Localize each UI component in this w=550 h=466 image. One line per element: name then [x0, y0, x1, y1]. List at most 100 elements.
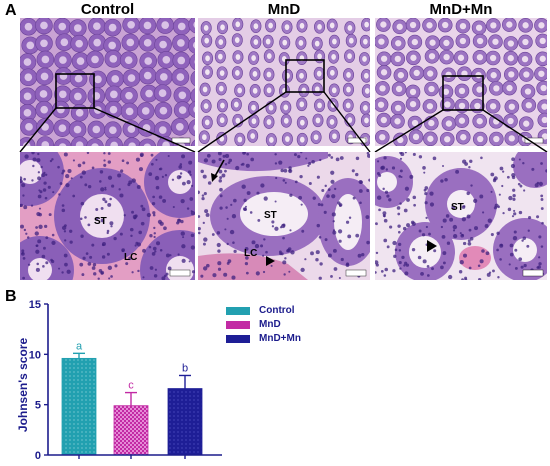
tubule-lumen [268, 104, 274, 111]
cell-nucleus [288, 270, 291, 273]
tubule-lumen [57, 105, 65, 114]
cell-nucleus [121, 249, 125, 253]
cell-nucleus [466, 191, 470, 196]
tubule-lumen [59, 56, 67, 64]
cell-nucleus [399, 267, 402, 270]
cell-nucleus [366, 152, 370, 155]
label-seminiferous-tubule: ST [264, 210, 277, 221]
cell-nucleus [404, 152, 407, 154]
tubule-lumen [409, 100, 417, 108]
cell-nucleus [150, 162, 154, 166]
cell-nucleus [263, 196, 268, 201]
tubule-lumen [346, 71, 351, 78]
tubule-lumen [444, 101, 451, 108]
cell-nucleus [38, 189, 41, 192]
cell-nucleus [279, 226, 283, 229]
tubule-lumen [443, 39, 450, 47]
cell-nucleus [412, 152, 416, 156]
tubule-lumen [58, 22, 67, 31]
cell-nucleus [107, 160, 112, 164]
tubule-lumen [477, 135, 484, 143]
tubule-lumen [158, 89, 167, 97]
tubule-lumen [538, 70, 545, 77]
cell-nucleus [186, 207, 190, 210]
cell-nucleus [398, 175, 402, 178]
cell-nucleus [47, 185, 51, 189]
cell-nucleus [188, 260, 191, 263]
cell-nucleus [351, 169, 355, 173]
cell-nucleus [218, 157, 222, 161]
cell-nucleus [152, 211, 156, 215]
tubule-lumen [492, 38, 499, 45]
cell-nucleus [332, 220, 335, 223]
tubule-lumen [237, 87, 243, 94]
tubule-lumen [458, 117, 466, 124]
cell-nucleus [44, 196, 48, 200]
cell-nucleus [358, 189, 363, 193]
cell-nucleus [49, 159, 53, 163]
cell-nucleus [167, 154, 170, 158]
tubule-lumen [144, 57, 153, 65]
cell-nucleus [389, 225, 393, 229]
cell-nucleus [106, 229, 110, 233]
cell-nucleus [103, 163, 107, 167]
cell-nucleus [190, 245, 195, 250]
cell-nucleus [396, 206, 401, 210]
cell-nucleus [211, 159, 216, 164]
tubule-lumen [59, 90, 67, 99]
cell-nucleus [332, 248, 337, 253]
cell-nucleus [382, 211, 387, 216]
cell-nucleus [270, 264, 273, 267]
micrograph-mnd-mn-high-image: ST [375, 152, 547, 280]
cell-nucleus [284, 257, 287, 260]
tubule-lumen [298, 40, 304, 46]
panel-a-label: A [5, 2, 17, 19]
cell-nucleus [538, 235, 542, 239]
tubule-lumen [378, 38, 385, 45]
cell-nucleus [497, 276, 500, 279]
micrograph-control-high: ST LC [20, 152, 195, 280]
cell-nucleus [345, 263, 350, 268]
cell-nucleus [201, 194, 205, 197]
cell-nucleus [375, 271, 377, 274]
cell-nucleus [385, 168, 389, 171]
cell-nucleus [131, 210, 134, 214]
cell-nucleus [23, 228, 27, 232]
cell-nucleus [35, 226, 38, 229]
cell-nucleus [422, 166, 426, 170]
tubule-lumen [75, 141, 84, 146]
cell-nucleus [318, 276, 322, 280]
tubule-lumen [493, 135, 500, 143]
cell-nucleus [123, 214, 126, 217]
cell-nucleus [304, 258, 307, 261]
cell-nucleus [181, 244, 186, 249]
cell-nucleus [481, 249, 485, 253]
cell-nucleus [470, 184, 473, 187]
cell-nucleus [165, 253, 170, 258]
cell-nucleus [357, 253, 362, 258]
cell-nucleus [452, 224, 458, 230]
cell-nucleus [32, 157, 37, 162]
cell-nucleus [365, 215, 370, 219]
significance-letter: b [182, 362, 188, 374]
cell-nucleus [35, 244, 39, 247]
tubule-lumen [253, 23, 259, 30]
cell-nucleus [181, 154, 186, 159]
cell-nucleus [161, 175, 164, 178]
cell-nucleus [514, 266, 518, 270]
cell-nucleus [242, 207, 247, 211]
cell-nucleus [52, 191, 55, 194]
tubule-lumen [457, 54, 465, 61]
cell-nucleus [155, 158, 158, 161]
tubule-lumen [111, 75, 120, 83]
cell-nucleus [330, 170, 335, 175]
cell-nucleus [347, 234, 352, 239]
cell-nucleus [406, 223, 411, 228]
cell-nucleus [274, 200, 277, 203]
cell-nucleus [21, 183, 26, 188]
cell-nucleus [244, 246, 249, 251]
cell-nucleus [383, 238, 388, 243]
tubule-lumen [41, 123, 49, 131]
cell-nucleus [198, 231, 201, 235]
tubule-lumen [177, 22, 186, 31]
